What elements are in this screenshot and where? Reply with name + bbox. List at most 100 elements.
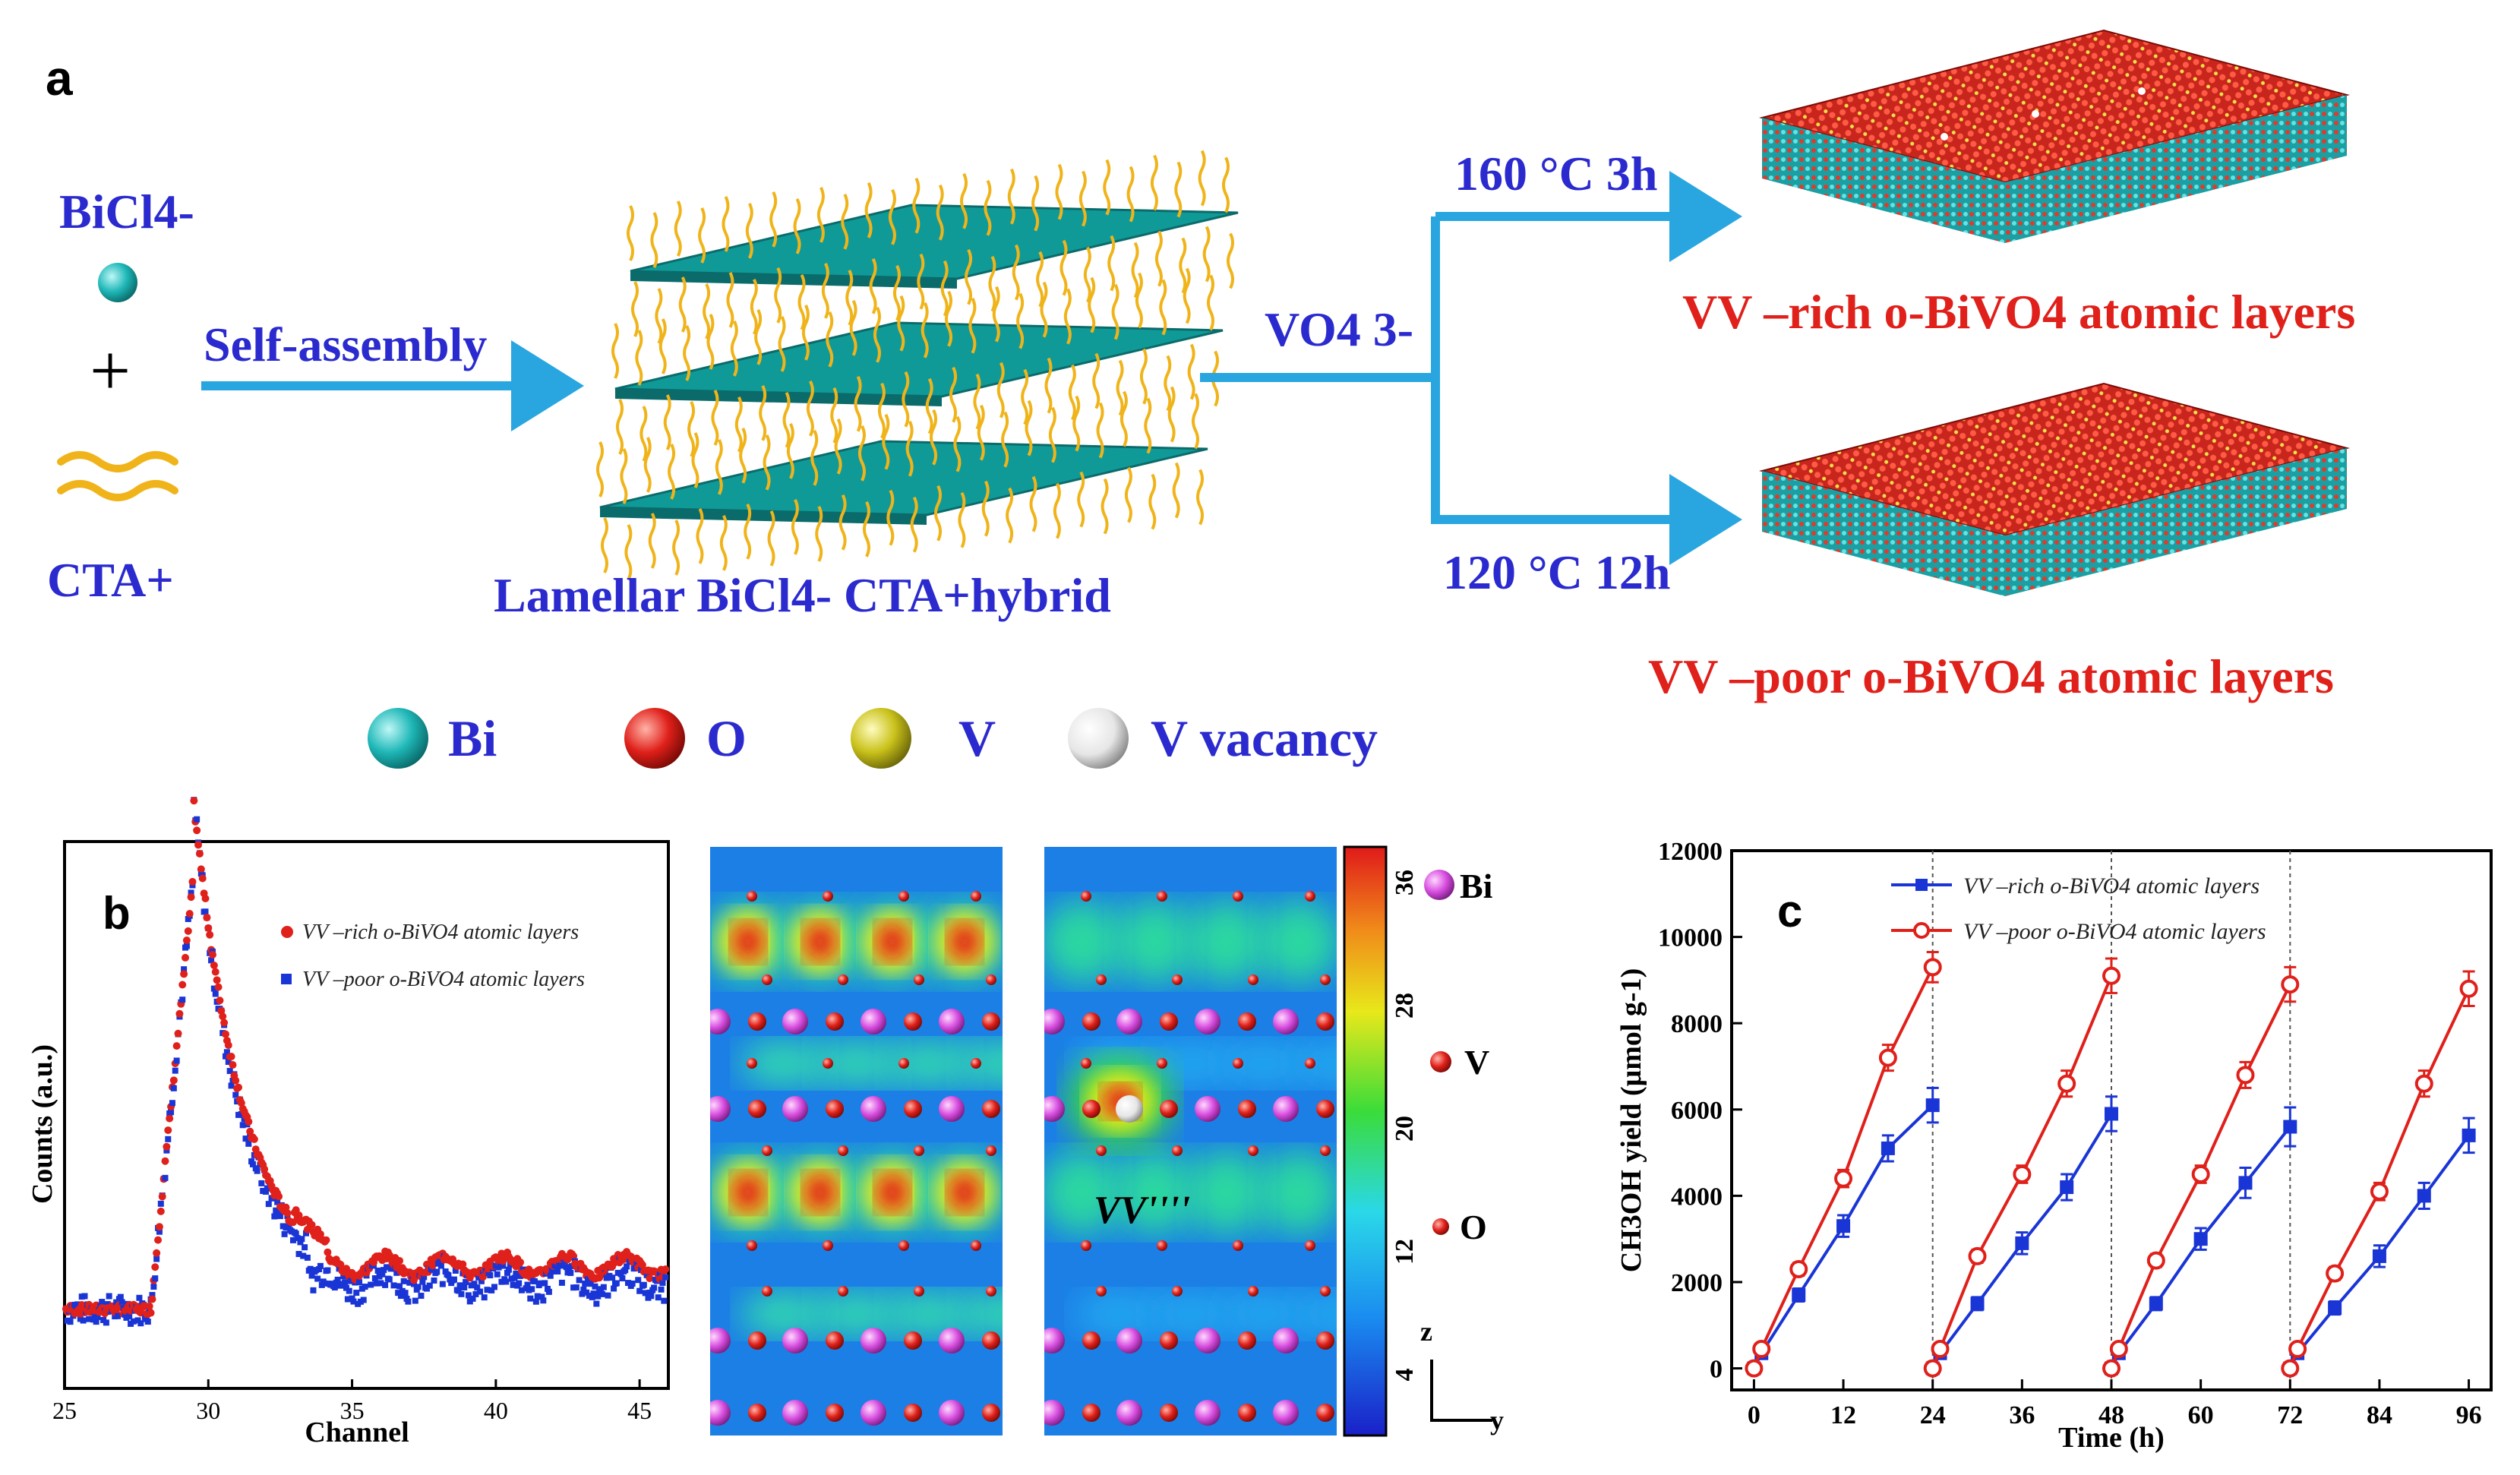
chart-xtick: 0 xyxy=(1748,1401,1761,1429)
chart-ytick: 4000 xyxy=(1671,1183,1723,1211)
data-point xyxy=(1752,1340,1771,1359)
data-point xyxy=(1836,1219,1851,1233)
data-point xyxy=(2281,1359,2300,1378)
data-point xyxy=(1789,1259,1808,1278)
colorbar-gradient xyxy=(1343,845,1388,1437)
data-point xyxy=(2102,966,2121,985)
data-point xyxy=(2236,1066,2255,1085)
legend-series-poor: VV –poor o-BiVO4 atomic layers xyxy=(1963,919,2266,944)
vv-rich-label: VV –rich o-BiVO4 atomic layers xyxy=(1682,285,2355,339)
legend-o-label: O xyxy=(706,709,747,767)
data-point xyxy=(1925,1098,1940,1113)
data-point xyxy=(1878,1048,1897,1067)
chart-legend: VV –rich o-BiVO4 atomic layers VV –poor … xyxy=(1891,873,2266,944)
panel-a-letter: a xyxy=(46,51,73,106)
data-point xyxy=(2459,979,2478,998)
lower-condition-label: 120 °C 12h xyxy=(1443,545,1670,599)
plus-sign: + xyxy=(90,330,131,411)
vacancy-label: VV'''' xyxy=(1094,1189,1190,1232)
legend-bi-label: Bi xyxy=(448,709,497,767)
legend-series-rich: VV –rich o-BiVO4 atomic layers xyxy=(1963,873,2259,899)
legend-poor-marker xyxy=(281,974,292,984)
spectrum-xtick: 30 xyxy=(196,1397,220,1424)
self-assembly-label: Self-assembly xyxy=(204,317,487,371)
panel-a: a BiCl4- + CTA+ Self-assembly Lamellar B… xyxy=(46,29,2355,769)
spectrum-xtick: 45 xyxy=(627,1397,652,1424)
data-point xyxy=(2105,1107,2118,1121)
vv-poor-label: VV –poor o-BiVO4 atomic layers xyxy=(1648,649,2334,703)
data-point xyxy=(2191,1165,2210,1183)
chart-xtick: 48 xyxy=(2098,1401,2124,1429)
legend-vacancy-label: V vacancy xyxy=(1151,709,1378,767)
positron-spectrum: b VV –rich o-BiVO4 atomic layers VV –poo… xyxy=(27,797,670,1448)
chart-xtick: 84 xyxy=(2367,1401,2392,1429)
spectrum-xlabel: Channel xyxy=(305,1417,409,1448)
data-point xyxy=(1881,1141,1895,1155)
chart-ytick: 2000 xyxy=(1671,1269,1723,1297)
data-point xyxy=(2015,1236,2029,1250)
data-point xyxy=(1834,1169,1853,1188)
charge-density-map-pristine xyxy=(710,847,1003,1436)
branch-arrows xyxy=(1200,171,1742,565)
data-point xyxy=(2102,1359,2121,1378)
data-point xyxy=(2288,1340,2307,1359)
data-point xyxy=(2281,975,2300,994)
panel-c-chart: 0 2000 4000 6000 8000 10000 12000 0 12 24 36 48 60 7… xyxy=(1615,838,2493,1454)
data-point xyxy=(2149,1297,2163,1311)
cta-chain-icon xyxy=(57,451,178,501)
chart-ytick: 0 xyxy=(1710,1356,1723,1384)
map-legend-bi: Bi xyxy=(1460,867,1493,905)
bi-map-icon xyxy=(1424,870,1454,900)
data-point xyxy=(1745,1359,1764,1378)
data-point xyxy=(2414,1074,2433,1093)
legend-rich-series-marker xyxy=(1915,879,1928,891)
map-legend-v: V xyxy=(1464,1043,1489,1082)
data-point xyxy=(1923,958,1942,977)
chart-ylabel: CH3OH yield (μmol g-1) xyxy=(1615,968,1647,1272)
vv-rich-slab-illustration xyxy=(1759,29,2350,243)
colorbar-tick: 20 xyxy=(1391,1116,1419,1142)
data-point xyxy=(2013,1165,2032,1183)
atom-legend: Bi O V V vacancy xyxy=(368,708,1378,769)
chart-ytick: 6000 xyxy=(1671,1097,1723,1125)
data-point xyxy=(2283,1120,2297,1134)
spectrum-ylabel: Counts (a.u.) xyxy=(27,1044,58,1204)
spectrum-xtick: 40 xyxy=(484,1397,508,1424)
data-point xyxy=(2417,1189,2431,1203)
v-legend-icon xyxy=(851,708,911,769)
colorbar-tick: 12 xyxy=(1391,1239,1419,1265)
legend-poor-series-marker xyxy=(1913,922,1930,939)
data-point xyxy=(2370,1182,2389,1201)
data-point xyxy=(2328,1301,2342,1315)
data-point xyxy=(2238,1176,2253,1190)
vo4-label: VO4 3- xyxy=(1265,302,1413,356)
chart-ytick: 10000 xyxy=(1658,924,1723,952)
axis-arrows xyxy=(1430,1360,1492,1422)
lamellar-hybrid-illustration xyxy=(596,150,1239,580)
charge-density-map-vacancy: VV'''' xyxy=(1044,847,1337,1436)
chart-xtick: 24 xyxy=(1920,1401,1946,1429)
data-point xyxy=(1923,1359,1942,1378)
panel-b: b VV –rich o-BiVO4 atomic layers VV –poo… xyxy=(27,797,1504,1448)
axis-z-label: z xyxy=(1420,1316,1432,1347)
colorbar: 4 12 20 28 36 xyxy=(1343,845,1419,1437)
data-point xyxy=(2060,1180,2074,1195)
cta-label: CTA+ xyxy=(47,553,174,607)
panel-b-letter: b xyxy=(103,888,131,939)
vv-poor-slab-illustration xyxy=(1759,382,2350,596)
legend-rich-label: VV –rich o-BiVO4 atomic layers xyxy=(302,921,579,944)
data-point xyxy=(1968,1246,1987,1265)
data-point xyxy=(1970,1297,1985,1311)
colorbar-tick: 36 xyxy=(1391,870,1419,895)
data-point xyxy=(2326,1264,2345,1283)
spectrum-xtick: 35 xyxy=(340,1397,365,1424)
vacancy-site-icon xyxy=(1116,1095,1143,1123)
data-point xyxy=(2193,1232,2208,1246)
colorbar-tick: 4 xyxy=(1391,1369,1419,1382)
o-map-icon xyxy=(1432,1218,1449,1235)
bi-legend-icon xyxy=(368,708,428,769)
data-point xyxy=(1931,1340,1950,1359)
v-vacancy-legend-icon xyxy=(1068,708,1129,769)
legend-poor-label: VV –poor o-BiVO4 atomic layers xyxy=(302,968,585,991)
